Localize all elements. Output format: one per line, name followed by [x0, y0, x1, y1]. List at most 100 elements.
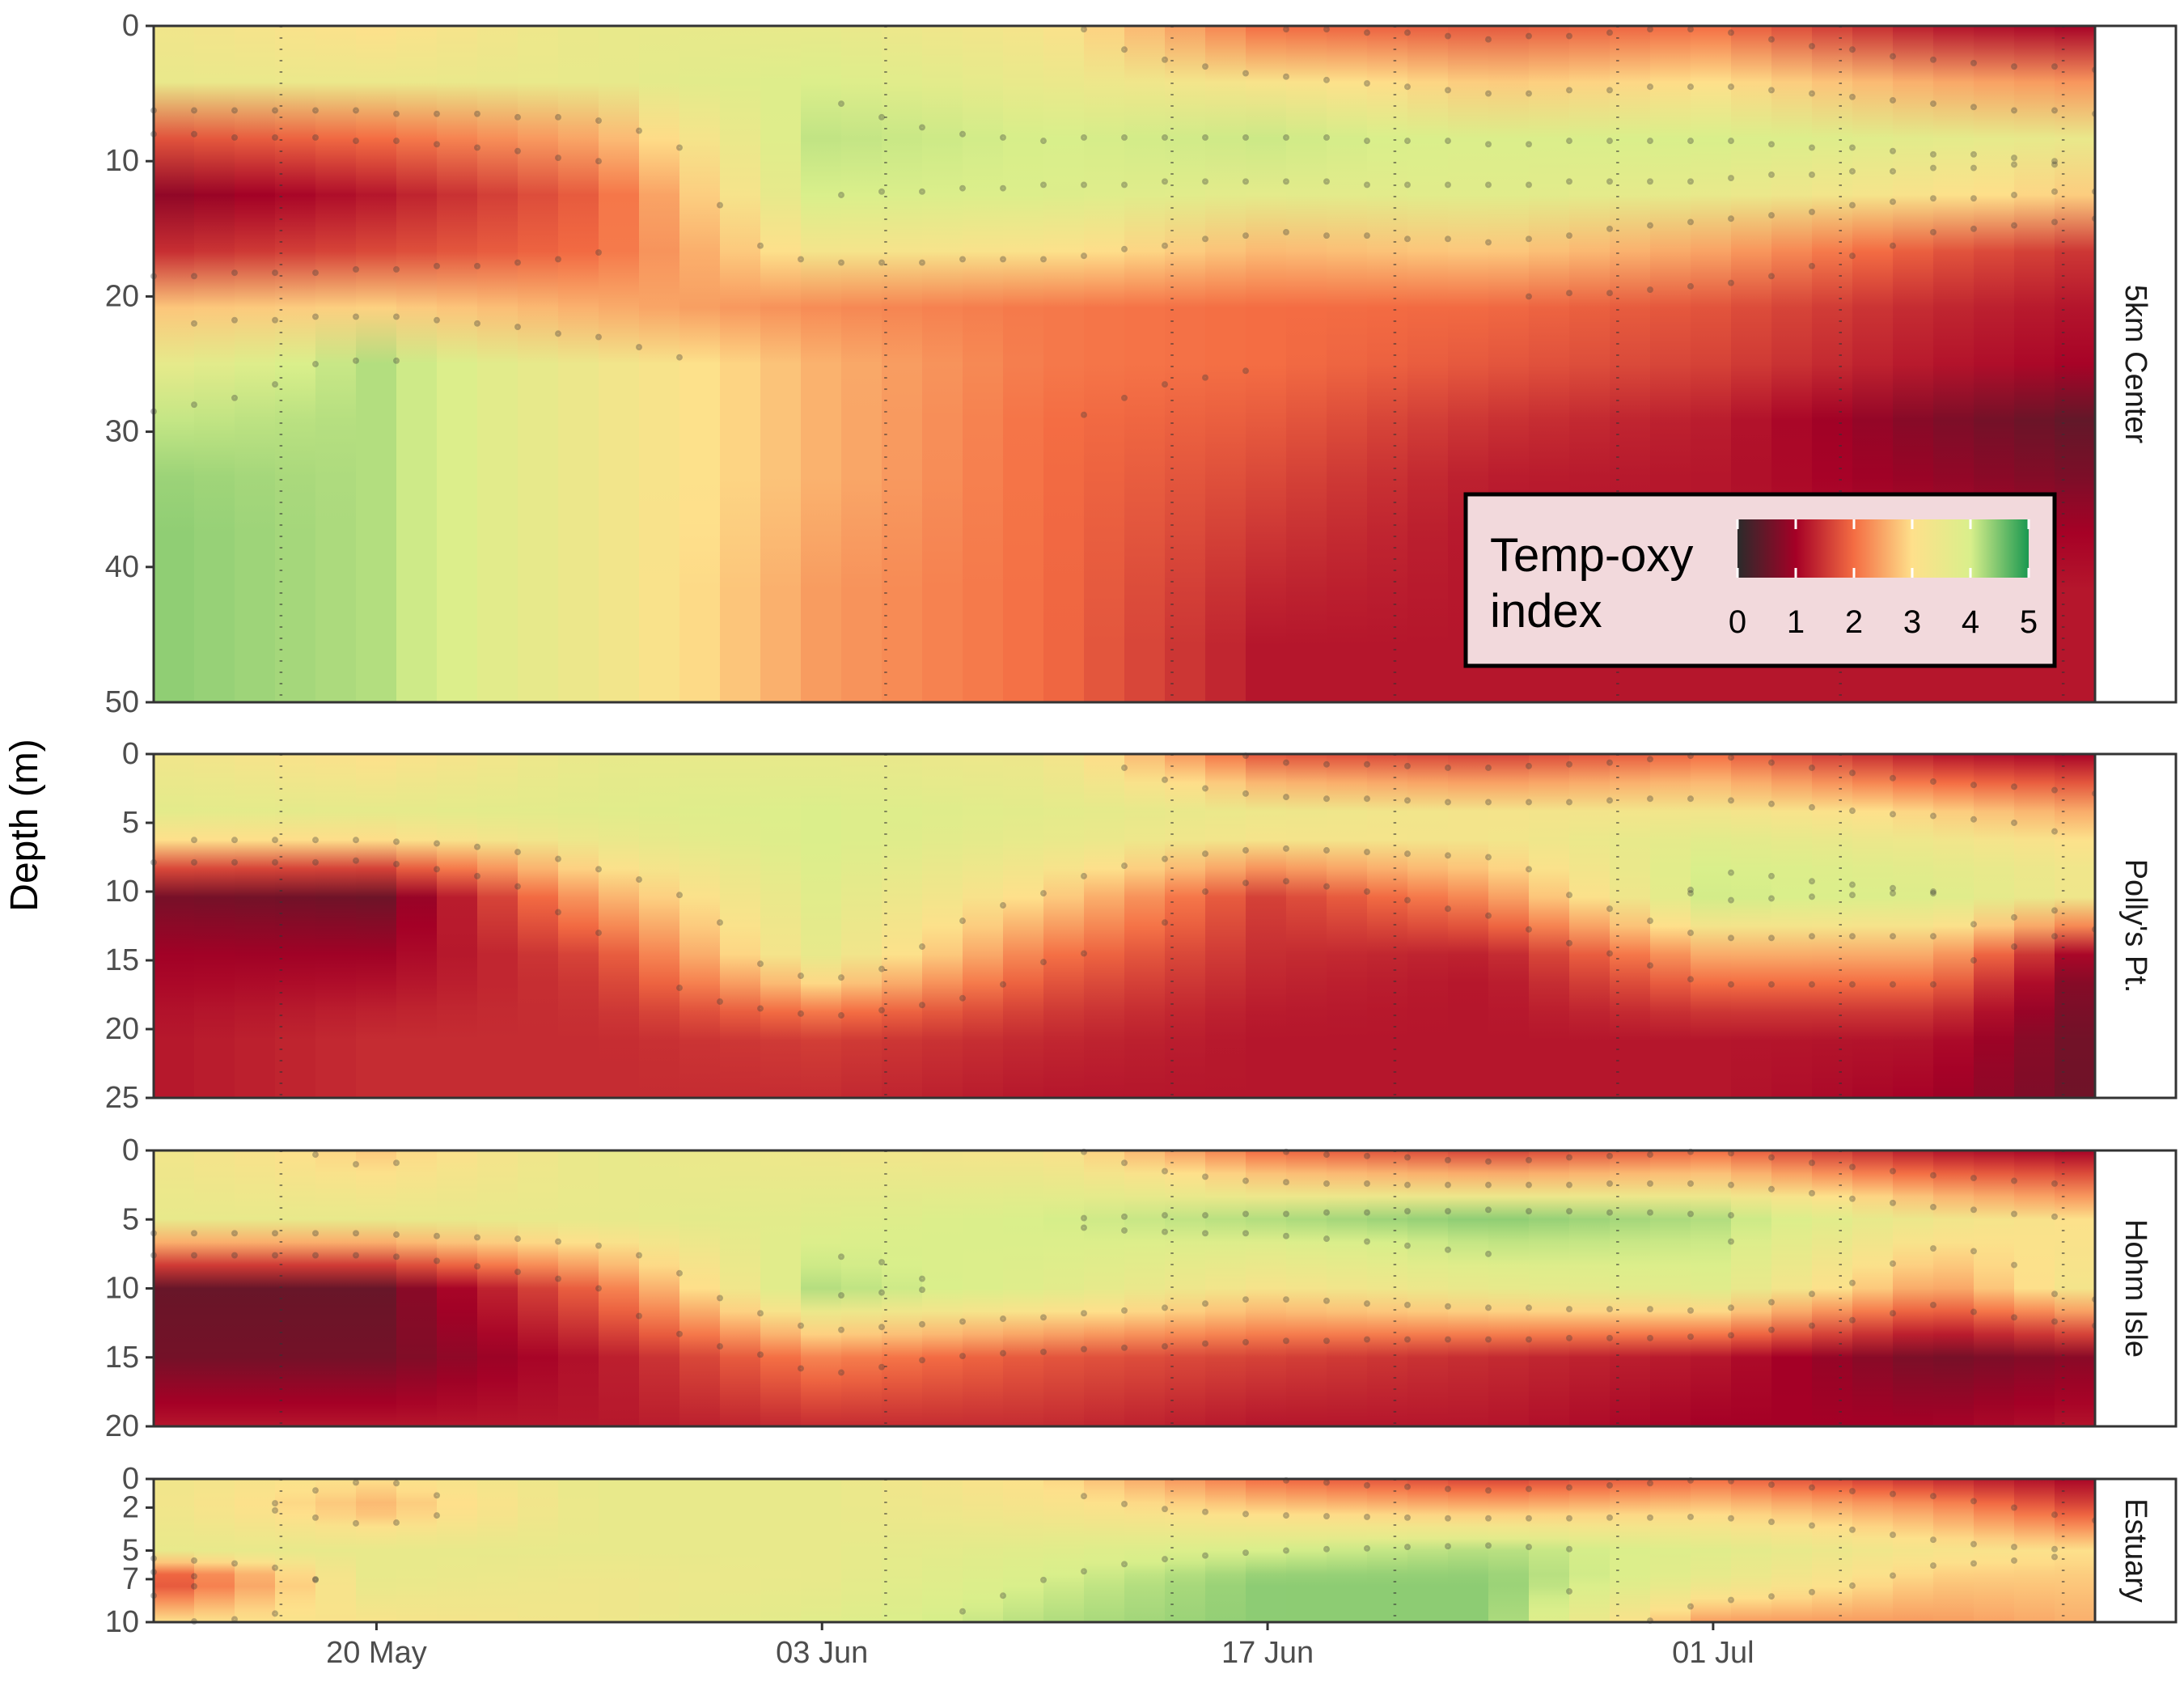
contour-point — [1202, 850, 1208, 858]
contour-point — [1728, 934, 1734, 942]
contour-point — [2051, 907, 2058, 914]
contour-point — [1566, 32, 1572, 40]
contour-point — [231, 1252, 238, 1259]
contour-point — [1040, 1348, 1047, 1355]
contour-point — [1323, 133, 1330, 141]
contour-point — [312, 133, 319, 141]
contour-point — [1890, 1199, 1896, 1206]
contour-point — [959, 130, 966, 138]
contour-point — [1809, 1522, 1815, 1529]
legend: Temp-oxy index 0 1 2 3 4 5 — [1463, 492, 2057, 668]
colorbar-ticks: 0 1 2 3 4 5 — [1729, 519, 2038, 640]
contour-point — [1970, 1560, 1977, 1567]
legend-title-line-1: Temp-oxy — [1490, 529, 1693, 582]
contour-point — [1202, 133, 1208, 141]
contour-point — [1687, 1333, 1694, 1341]
contour-point — [1809, 1588, 1815, 1595]
heatmap-cell — [1691, 754, 1733, 1098]
heatmap-cell — [1407, 754, 1450, 1098]
heatmap-cell — [1569, 1150, 1611, 1426]
contour-point — [1728, 1212, 1734, 1219]
contour-point — [1687, 1210, 1694, 1218]
panel-estuary: Estuary 02 57 10 — [105, 1462, 2178, 1639]
contour-point — [1768, 87, 1775, 94]
contour-point — [1647, 1480, 1653, 1487]
contour-point — [1121, 1561, 1128, 1568]
contour-point — [1930, 933, 1936, 940]
heatmap-cell — [760, 26, 802, 702]
contour-point — [919, 1002, 925, 1009]
contour-point — [1809, 893, 1815, 900]
contour-point — [353, 1519, 359, 1527]
contour-point — [272, 1506, 278, 1514]
heatmap-cells — [154, 754, 2097, 1098]
heatmap-cell — [356, 1479, 398, 1622]
contour-point — [1242, 1177, 1249, 1184]
contour-point — [1323, 178, 1330, 185]
contour-point — [353, 857, 359, 864]
contour-point — [1202, 785, 1208, 792]
heatmap-cell — [1327, 26, 1369, 702]
contour-point — [1121, 1227, 1128, 1234]
contour-point — [1890, 242, 1896, 249]
contour-point — [555, 855, 561, 862]
contour-point — [1566, 1334, 1572, 1341]
facet-strip — [2093, 24, 2178, 704]
contour-point — [676, 144, 683, 151]
contour-point — [1121, 765, 1128, 771]
contour-point — [595, 117, 602, 124]
contour-point — [1728, 29, 1734, 36]
contour-point — [353, 837, 359, 844]
contour-point — [1364, 849, 1370, 856]
contour-point — [1202, 1508, 1208, 1515]
sampling-lines — [279, 1479, 2065, 1622]
contour-point — [1445, 1515, 1451, 1522]
contour-point — [353, 107, 359, 114]
contour-point — [1809, 933, 1815, 940]
heatmap-cell — [841, 1150, 883, 1426]
facet-label: Estuary — [2118, 1498, 2152, 1603]
contour-point — [757, 242, 764, 249]
contour-point — [1081, 26, 1087, 33]
contour-point — [2051, 1511, 2058, 1519]
contour-point — [878, 1259, 885, 1266]
contour-point — [757, 960, 764, 968]
contour-lines — [150, 1148, 2098, 1376]
contour-point — [1323, 1513, 1330, 1519]
heatmap-cell — [1610, 1150, 1652, 1426]
contour-point — [393, 838, 400, 845]
contour-point — [474, 1234, 480, 1241]
contour-point — [1809, 208, 1815, 215]
heatmap-cell — [1771, 1479, 1814, 1622]
contour-point — [1404, 1544, 1411, 1551]
contour-point — [1768, 934, 1775, 942]
heatmap-cell — [1650, 1150, 1692, 1426]
contour-point — [1404, 1336, 1411, 1343]
contour-point — [1566, 1484, 1572, 1491]
heatmap-cell — [1043, 26, 1086, 702]
contour-point — [1121, 1344, 1128, 1351]
heatmap-cell — [477, 1479, 519, 1622]
contour-point — [1890, 167, 1896, 175]
contour-point — [1242, 879, 1249, 887]
heatmap-cell — [1124, 26, 1166, 702]
contour-point — [2011, 161, 2017, 168]
contour-point — [1849, 1163, 1856, 1171]
contour-point — [1526, 32, 1532, 40]
contour-point — [1485, 765, 1492, 771]
heatmap-cell — [1084, 26, 1126, 702]
contour-point — [1242, 1339, 1249, 1345]
heatmap-cell — [2014, 754, 2056, 1098]
contour-point — [1890, 890, 1896, 897]
heatmap-cell — [922, 1479, 964, 1622]
contour-point — [1040, 1314, 1047, 1321]
contour-point — [1485, 1487, 1492, 1494]
heatmap-cell — [1650, 1479, 1692, 1622]
legend-title-line-2: index — [1490, 585, 1602, 638]
contour-point — [2011, 155, 2017, 161]
contour-point — [919, 1286, 925, 1294]
contour-point — [1849, 769, 1856, 777]
contour-point — [1485, 1250, 1492, 1257]
contour-point — [1242, 178, 1249, 185]
